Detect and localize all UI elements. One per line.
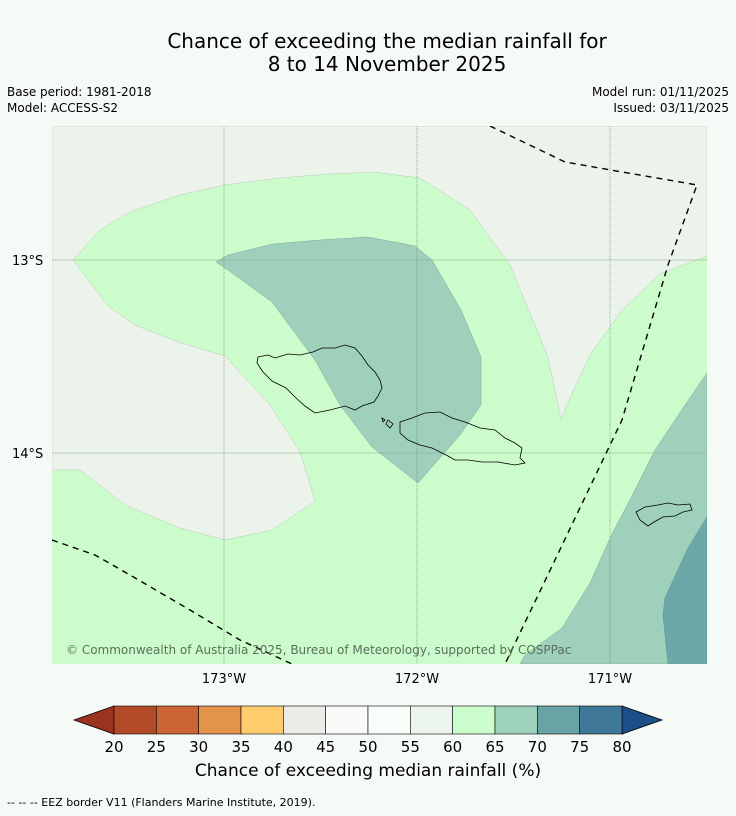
colorbar-segment: [198, 705, 242, 735]
lat-label-13s: 13°S: [12, 254, 43, 269]
colorbar-segment: [537, 705, 580, 735]
colorbar-segment: [283, 705, 326, 735]
region-45-60-west: [52, 126, 707, 541]
title-line-2: 8 to 14 November 2025: [267, 52, 507, 76]
colorbar-tick-label: 75: [570, 738, 589, 756]
savaii-island: [256, 344, 383, 414]
colorbar-tick-label: 25: [147, 738, 166, 756]
lat-label-14s: 14°S: [12, 447, 43, 462]
colorbar-segment: [156, 705, 199, 735]
upolu-island: [399, 411, 526, 466]
eez-legend-note: -- -- -- EEZ border V11 (Flanders Marine…: [7, 796, 316, 809]
manono-island: [385, 419, 394, 429]
colorbar-tick-label: 45: [316, 738, 335, 756]
colorbar-tick-label: 80: [612, 738, 631, 756]
tutuila-island: [635, 502, 693, 527]
islands: [256, 344, 693, 527]
colorbar-over-arrow: [621, 705, 664, 735]
colorbar: 20 25 30 35 40 45 50 55 60 65 70 75 80: [72, 705, 664, 756]
colorbar-segment: [367, 705, 411, 735]
copyright-text: © Commonwealth of Australia 2025, Bureau…: [66, 643, 571, 657]
colorbar-tick-label: 60: [443, 738, 462, 756]
model-run: Model run: 01/11/2025: [591, 85, 729, 99]
colorbar-segment: [452, 705, 496, 735]
region-65-70-southeast: [519, 372, 707, 664]
meta-left: Base period: 1981-2018 Model: ACCESS-S2: [7, 84, 152, 116]
colorbar-tick-label: 55: [401, 738, 420, 756]
colorbar-segment: [240, 705, 284, 735]
lon-label-172w: 172°W: [395, 672, 439, 687]
region-65-70-samoa: [215, 236, 482, 484]
colorbar-tick-label: 35: [231, 738, 250, 756]
title-line-1: Chance of exceeding the median rainfall …: [167, 29, 607, 53]
base-period: Base period: 1981-2018: [7, 85, 152, 99]
colorbar-under-arrow: [72, 705, 115, 735]
colorbar-segment: [113, 705, 157, 735]
colorbar-tick-label: 70: [528, 738, 547, 756]
issued-date: Issued: 03/11/2025: [613, 101, 729, 115]
colorbar-tick-label: 50: [358, 738, 377, 756]
apolima-island: [381, 417, 386, 423]
colorbar-segment: [325, 705, 369, 735]
colorbar-segment: [410, 705, 453, 735]
colorbar-segment: [494, 705, 538, 735]
model-name: Model: ACCESS-S2: [7, 101, 119, 115]
graticule: [52, 126, 707, 664]
colorbar-tick-label: 20: [104, 738, 123, 756]
meta-right: Model run: 01/11/2025 Issued: 03/11/2025: [592, 84, 729, 116]
map-panel: © Commonwealth of Australia 2025, Bureau…: [52, 126, 707, 664]
lon-label-173w: 173°W: [202, 672, 246, 687]
colorbar-tick-label: 30: [189, 738, 208, 756]
axis-labels: 13°S 14°S 173°W 172°W 171°W: [12, 254, 632, 687]
eez-border: [52, 126, 698, 664]
chart-title: Chance of exceeding the median rainfall …: [0, 30, 736, 76]
colorbar-label: Chance of exceeding median rainfall (%): [194, 761, 542, 781]
lon-label-171w: 171°W: [588, 672, 632, 687]
region-70-75-southeast: [662, 516, 707, 664]
colorbar-segment: [579, 705, 623, 735]
colorbar-tick-label: 65: [485, 738, 504, 756]
colorbar-tick-label: 40: [274, 738, 293, 756]
